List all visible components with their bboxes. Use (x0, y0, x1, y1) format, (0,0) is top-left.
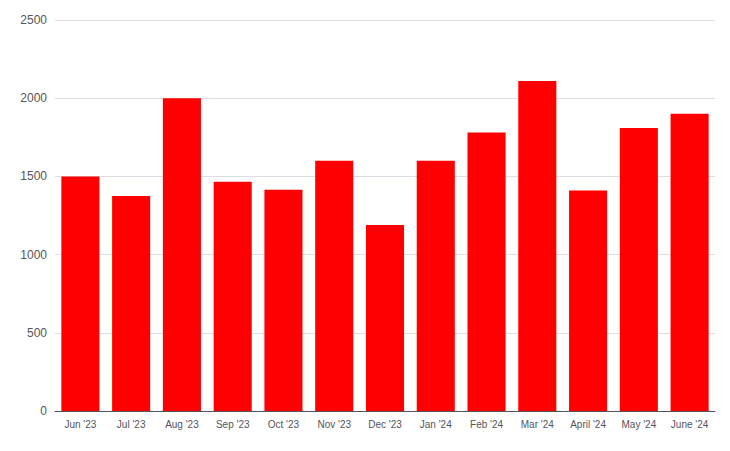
svg-text:Nov '23: Nov '23 (317, 419, 351, 430)
svg-text:June '24: June '24 (671, 419, 709, 430)
svg-text:1000: 1000 (20, 248, 47, 262)
svg-text:Feb '24: Feb '24 (470, 419, 503, 430)
svg-text:0: 0 (40, 404, 47, 418)
svg-text:Jan '24: Jan '24 (420, 419, 452, 430)
svg-text:500: 500 (27, 326, 47, 340)
svg-text:Mar '24: Mar '24 (521, 419, 554, 430)
svg-text:2500: 2500 (20, 13, 47, 27)
svg-text:2000: 2000 (20, 91, 47, 105)
svg-text:May '24: May '24 (621, 419, 656, 430)
svg-text:April '24: April '24 (570, 419, 606, 430)
svg-text:Sep '23: Sep '23 (216, 419, 250, 430)
svg-text:Dec '23: Dec '23 (368, 419, 402, 430)
svg-text:Jun '23: Jun '23 (64, 419, 96, 430)
svg-text:Aug '23: Aug '23 (165, 419, 199, 430)
svg-text:Jul '23: Jul '23 (117, 419, 146, 430)
svg-text:1500: 1500 (20, 169, 47, 183)
svg-text:Oct '23: Oct '23 (268, 419, 300, 430)
